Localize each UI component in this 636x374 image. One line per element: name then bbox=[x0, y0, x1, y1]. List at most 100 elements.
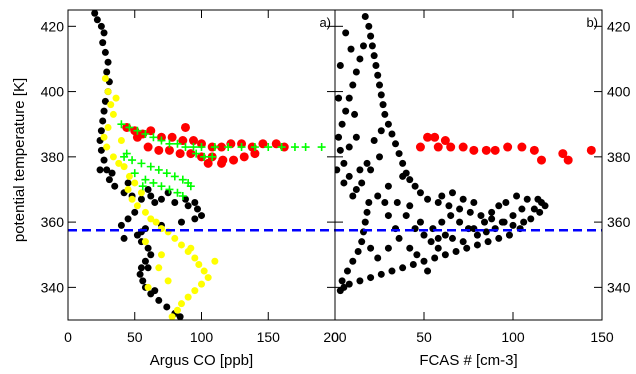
data-point bbox=[448, 189, 456, 197]
panel-b-fcas: 00 50 100 150 340 360 380 400 420 FCAS # [cm-3] b) bbox=[331, 9, 631, 369]
data-point bbox=[154, 145, 164, 155]
data-point bbox=[137, 189, 145, 197]
data-point bbox=[406, 244, 414, 252]
data-point bbox=[122, 149, 131, 158]
data-point bbox=[356, 55, 364, 63]
data-point bbox=[416, 189, 424, 197]
data-point bbox=[447, 212, 455, 220]
data-point bbox=[338, 277, 346, 285]
data-point bbox=[178, 175, 187, 184]
data-point bbox=[109, 110, 117, 118]
data-point bbox=[104, 58, 112, 66]
data-point bbox=[359, 42, 367, 50]
data-point bbox=[137, 195, 145, 203]
data-point bbox=[411, 182, 419, 190]
data-point bbox=[128, 156, 137, 165]
data-point bbox=[157, 251, 165, 259]
data-point bbox=[336, 287, 344, 295]
data-point bbox=[517, 142, 527, 152]
data-point bbox=[352, 133, 360, 141]
data-point bbox=[558, 149, 568, 159]
data-point bbox=[107, 101, 115, 109]
data-point bbox=[151, 199, 159, 207]
y-tick-label: 380 bbox=[41, 149, 65, 165]
data-point bbox=[490, 145, 500, 155]
data-point bbox=[147, 215, 155, 223]
data-point bbox=[157, 136, 166, 145]
data-point bbox=[186, 149, 196, 159]
data-point bbox=[181, 195, 189, 203]
data-point bbox=[97, 146, 105, 154]
data-point bbox=[147, 251, 155, 259]
data-point bbox=[459, 195, 467, 203]
data-point bbox=[370, 137, 378, 145]
data-point bbox=[187, 244, 195, 252]
data-point bbox=[356, 166, 364, 174]
data-point bbox=[130, 169, 139, 178]
y-tick-label: 380 bbox=[607, 149, 631, 165]
data-point bbox=[97, 22, 105, 30]
series-0 bbox=[335, 13, 549, 295]
data-point bbox=[103, 166, 111, 174]
data-point bbox=[211, 257, 219, 265]
data-point bbox=[290, 143, 299, 152]
data-point bbox=[484, 238, 492, 246]
data-point bbox=[237, 143, 246, 152]
data-point bbox=[352, 68, 360, 76]
data-layer bbox=[91, 10, 326, 320]
data-point bbox=[120, 163, 128, 171]
y-tick-label: 400 bbox=[607, 84, 631, 100]
data-point bbox=[93, 16, 101, 24]
data-point bbox=[177, 300, 185, 308]
x-tick-label: 50 bbox=[127, 329, 143, 345]
data-point bbox=[193, 205, 201, 213]
data-point bbox=[191, 215, 199, 223]
data-point bbox=[530, 205, 538, 213]
y-tick-label: 360 bbox=[41, 214, 65, 230]
data-point bbox=[154, 165, 163, 174]
data-point bbox=[365, 22, 373, 30]
data-point bbox=[170, 172, 179, 181]
data-point bbox=[393, 199, 401, 207]
data-point bbox=[523, 195, 531, 203]
data-point bbox=[345, 94, 353, 102]
data-point bbox=[368, 42, 376, 50]
data-point bbox=[370, 52, 378, 60]
data-point bbox=[488, 215, 496, 223]
data-point bbox=[124, 215, 132, 223]
data-point bbox=[164, 277, 172, 285]
data-point bbox=[167, 132, 177, 142]
data-point bbox=[115, 159, 123, 167]
data-point bbox=[271, 139, 281, 149]
data-point bbox=[452, 247, 460, 255]
data-point bbox=[144, 185, 152, 193]
data-point bbox=[354, 247, 362, 255]
data-point bbox=[430, 132, 440, 142]
series-1 bbox=[100, 75, 219, 320]
data-point bbox=[335, 133, 343, 141]
data-point bbox=[395, 234, 403, 242]
data-point bbox=[141, 130, 150, 138]
data-point bbox=[374, 71, 382, 79]
data-point bbox=[168, 313, 176, 320]
x-tick-label: 50 bbox=[416, 329, 432, 345]
y-tick-label: 420 bbox=[607, 18, 631, 34]
data-point bbox=[143, 142, 153, 152]
data-point bbox=[384, 212, 392, 220]
data-point bbox=[171, 234, 179, 242]
data-point bbox=[144, 244, 152, 252]
data-point bbox=[217, 158, 227, 168]
data-point bbox=[317, 143, 326, 152]
data-point bbox=[224, 143, 233, 152]
data-point bbox=[345, 143, 353, 151]
data-point bbox=[101, 97, 109, 105]
data-point bbox=[459, 238, 467, 246]
data-point bbox=[433, 142, 443, 152]
data-point bbox=[195, 261, 203, 269]
data-point bbox=[133, 126, 142, 135]
data-point bbox=[441, 251, 449, 259]
data-point bbox=[358, 238, 366, 246]
data-point bbox=[563, 155, 573, 165]
data-point bbox=[239, 152, 249, 162]
data-point bbox=[541, 202, 549, 210]
